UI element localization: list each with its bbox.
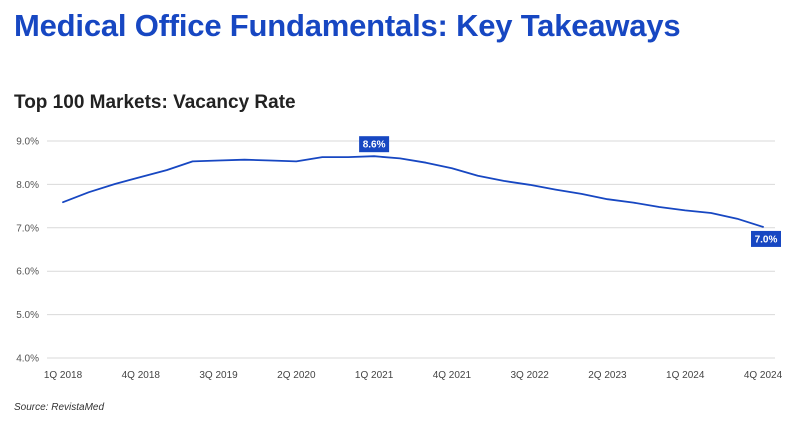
- y-tick-label: 5.0%: [16, 310, 39, 321]
- x-tick-label: 4Q 2021: [433, 370, 472, 381]
- x-tick-label: 1Q 2021: [355, 370, 394, 381]
- x-tick-label: 4Q 2018: [122, 370, 161, 381]
- data-label-box: [751, 230, 781, 247]
- data-label: 7.0%: [755, 234, 778, 245]
- x-tick-label: 3Q 2019: [199, 370, 238, 381]
- x-tick-label: 4Q 2024: [744, 370, 783, 381]
- x-tick-label: 3Q 2022: [510, 370, 549, 381]
- y-tick-label: 9.0%: [16, 137, 39, 148]
- source-note: Source: RevistaMed: [14, 402, 105, 413]
- y-tick-label: 6.0%: [16, 267, 39, 278]
- page-title: Medical Office Fundamentals: Key Takeawa…: [14, 8, 681, 43]
- series-line: [62, 155, 764, 228]
- chart-title: Top 100 Markets: Vacancy Rate: [14, 92, 296, 113]
- vacancy-rate-chart: 4.0% 5.0% 6.0% 7.0% 8.0% 9.0% 1Q 2018 4Q 2018 3Q…: [16, 136, 783, 381]
- y-tick-label: 4.0%: [16, 354, 39, 365]
- x-tick-label: 1Q 2024: [666, 370, 705, 381]
- x-tick-label: 2Q 2020: [277, 370, 316, 381]
- data-label: 8.6%: [363, 140, 386, 151]
- x-tick-label: 1Q 2018: [44, 370, 83, 381]
- y-tick-label: 7.0%: [16, 223, 39, 234]
- data-label-box: [359, 136, 390, 153]
- x-tick-label: 2Q 2023: [588, 370, 627, 381]
- y-tick-label: 8.0%: [16, 180, 39, 191]
